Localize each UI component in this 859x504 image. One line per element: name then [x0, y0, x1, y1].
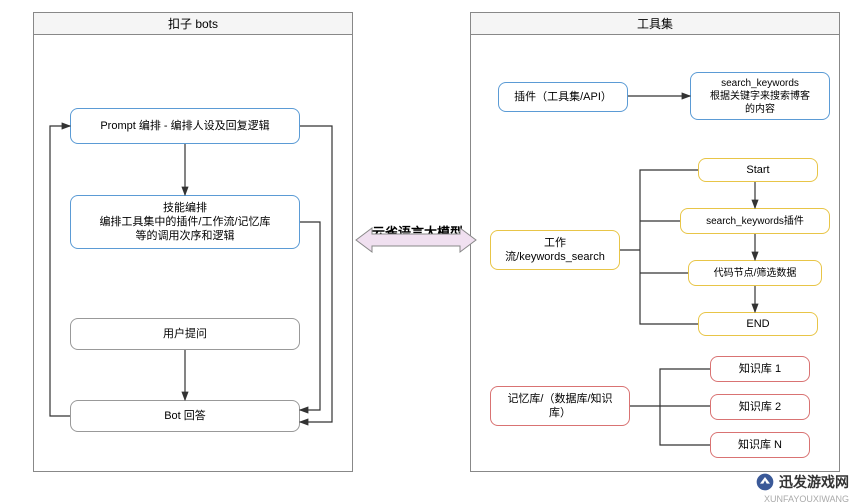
- node-wf-end-label: END: [746, 317, 769, 331]
- watermark-text: 迅发游戏网: [779, 472, 849, 492]
- node-wf-start-label: Start: [746, 163, 769, 177]
- node-workflow: 工作 流/keywords_search: [490, 230, 620, 270]
- left-panel-title: 扣子 bots: [34, 13, 352, 35]
- node-plugin: 插件（工具集/API）: [498, 82, 628, 112]
- watermark-subtext: XUNFAYOUXIWANG: [764, 494, 849, 504]
- node-plugin-label: 插件（工具集/API）: [514, 90, 612, 104]
- node-workflow-label: 工作 流/keywords_search: [505, 236, 605, 265]
- logo-icon: [755, 472, 775, 492]
- node-plugin-detail-label: search_keywords 根据关键字来搜索博客 的内容: [710, 77, 810, 116]
- watermark: 迅发游戏网: [755, 472, 849, 492]
- node-wf-plugin-label: search_keywords插件: [706, 215, 804, 228]
- node-wf-code: 代码节点/筛选数据: [688, 260, 822, 286]
- node-memory-label: 记忆库/（数据库/知识 库）: [507, 392, 612, 421]
- node-wf-end: END: [698, 312, 818, 336]
- right-panel-title: 工具集: [471, 13, 839, 35]
- node-wf-code-label: 代码节点/筛选数据: [714, 267, 797, 280]
- node-kb2-label: 知识库 2: [739, 400, 781, 414]
- center-label: 云雀语言大模型: [372, 222, 463, 241]
- node-bot-a-label: Bot 回答: [164, 409, 206, 423]
- node-prompt: Prompt 编排 - 编排人设及回复逻辑: [70, 108, 300, 144]
- node-kb2: 知识库 2: [710, 394, 810, 420]
- node-user-question: 用户提问: [70, 318, 300, 350]
- node-bot-answer: Bot 回答: [70, 400, 300, 432]
- node-kbn: 知识库 N: [710, 432, 810, 458]
- node-skill-label: 技能编排 编排工具集中的插件/工作流/记忆库 等的调用次序和逻辑: [99, 201, 270, 244]
- node-skill: 技能编排 编排工具集中的插件/工作流/记忆库 等的调用次序和逻辑: [70, 195, 300, 249]
- node-memory: 记忆库/（数据库/知识 库）: [490, 386, 630, 426]
- node-kb1: 知识库 1: [710, 356, 810, 382]
- node-wf-start: Start: [698, 158, 818, 182]
- node-user-q-label: 用户提问: [163, 327, 207, 341]
- node-kb1-label: 知识库 1: [739, 362, 781, 376]
- node-prompt-label: Prompt 编排 - 编排人设及回复逻辑: [100, 119, 269, 133]
- node-plugin-detail: search_keywords 根据关键字来搜索博客 的内容: [690, 72, 830, 120]
- node-wf-plugin: search_keywords插件: [680, 208, 830, 234]
- node-kbn-label: 知识库 N: [738, 438, 782, 452]
